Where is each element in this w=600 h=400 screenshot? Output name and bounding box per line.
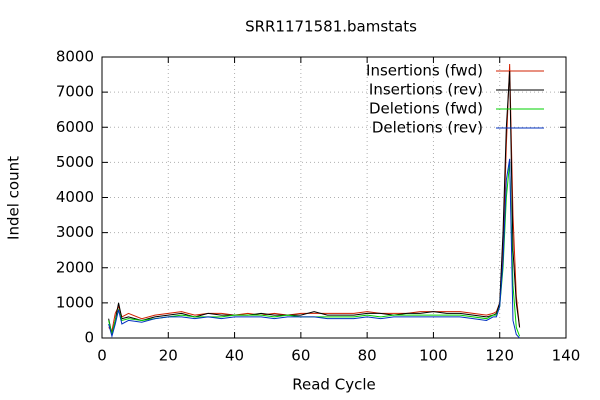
chart-title: SRR1171581.bamstats <box>245 18 417 36</box>
plot-border <box>101 56 567 339</box>
legend-label: Insertions (fwd) <box>366 62 483 80</box>
x-tick-label: 120 <box>485 347 514 365</box>
y-tick-label: 2000 <box>56 258 94 276</box>
series-line <box>108 71 521 335</box>
x-tick-label: 100 <box>419 347 448 365</box>
y-tick-label: 4000 <box>56 188 94 206</box>
y-tick-label: 5000 <box>56 153 94 171</box>
series-line <box>108 158 520 339</box>
x-tick-label: 140 <box>552 347 581 365</box>
x-tick-label: 20 <box>159 347 178 365</box>
legend-label: Deletions (fwd) <box>369 100 483 118</box>
y-axis-label: Indel count <box>5 156 23 240</box>
y-tick-label: 6000 <box>56 118 94 136</box>
y-tick-label: 8000 <box>56 48 94 66</box>
x-tick-label: 0 <box>97 347 107 365</box>
y-tick-label: 3000 <box>56 223 94 241</box>
legend-label: Insertions (rev) <box>369 81 483 99</box>
y-tick-label: 0 <box>84 329 94 347</box>
x-tick-label: 80 <box>358 347 377 365</box>
legend-label: Deletions (rev) <box>372 119 483 137</box>
x-tick-label: 40 <box>225 347 244 365</box>
y-tick-label: 1000 <box>56 293 94 311</box>
x-axis-label: Read Cycle <box>292 376 375 394</box>
y-tick-label: 7000 <box>56 83 94 101</box>
x-tick-label: 60 <box>291 347 310 365</box>
